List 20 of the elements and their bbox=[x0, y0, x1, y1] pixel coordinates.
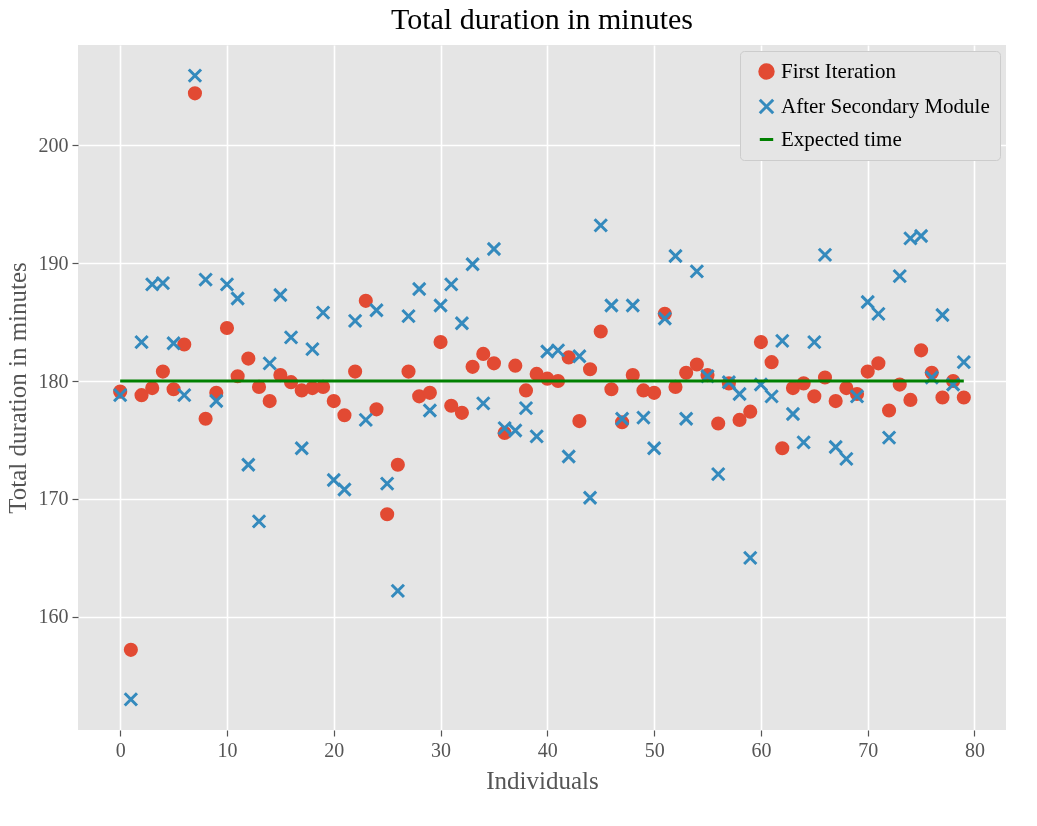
y-tick-label: 190 bbox=[38, 251, 69, 274]
legend-label: After Secondary Module bbox=[781, 93, 990, 118]
x-tick-label: 40 bbox=[537, 738, 558, 761]
chart-title: Total duration in minutes bbox=[390, 2, 694, 35]
y-tick-label: 200 bbox=[38, 133, 69, 156]
x-tick-label: 10 bbox=[217, 738, 238, 761]
x-tick-label: 0 bbox=[115, 738, 126, 761]
legend-label: First Iteration bbox=[781, 58, 897, 83]
x-tick-label: 30 bbox=[431, 738, 452, 761]
y-tick-label: 170 bbox=[38, 487, 69, 510]
x-tick-label: 80 bbox=[965, 738, 985, 761]
y-axis-title: Total duration in minutes bbox=[3, 262, 31, 514]
x-tick-label: 60 bbox=[751, 738, 772, 761]
x-tick-label: 70 bbox=[858, 738, 879, 761]
x-tick-label: 50 bbox=[644, 738, 665, 761]
y-tick-label: 160 bbox=[38, 605, 69, 628]
x-tick-label: 20 bbox=[324, 738, 345, 761]
x-axis-title: Individuals bbox=[486, 766, 599, 794]
y-tick-label: 180 bbox=[38, 369, 69, 392]
legend-label: Expected time bbox=[781, 126, 902, 151]
